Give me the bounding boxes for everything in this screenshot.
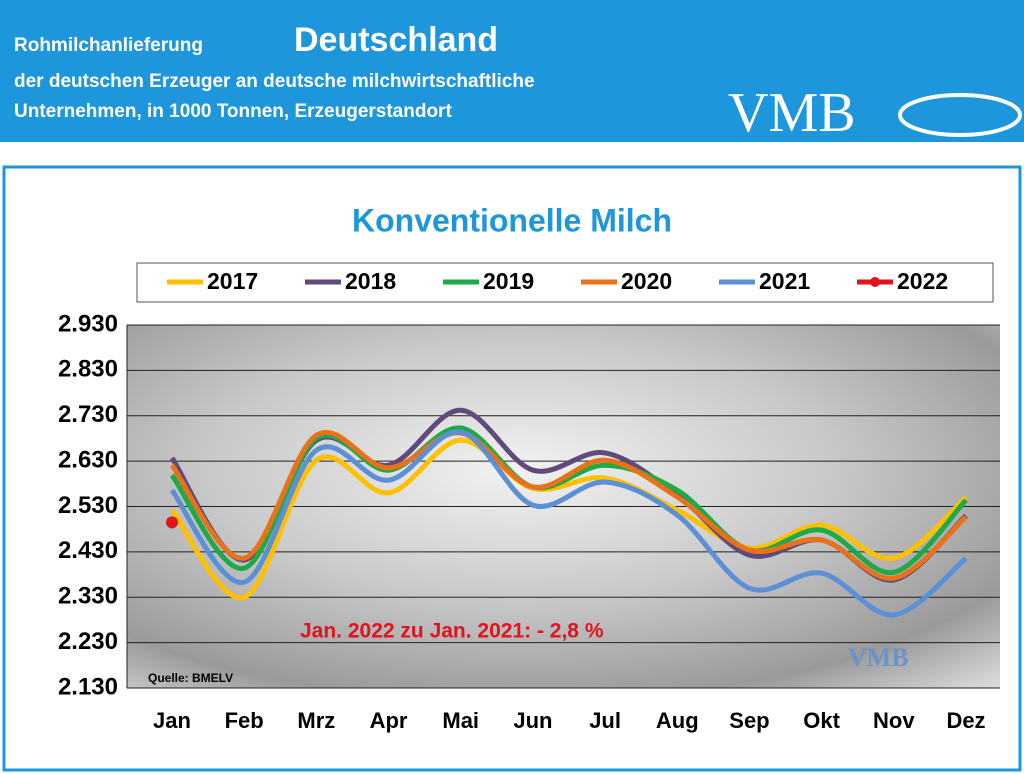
legend-label: 2018	[345, 268, 396, 294]
y-tick-label: 2.330	[58, 583, 118, 610]
watermark-logo: VMB	[848, 643, 909, 672]
series-line	[169, 430, 968, 581]
x-tick-label: Sep	[729, 708, 769, 733]
legend-marker	[870, 277, 880, 287]
header-title: Deutschland	[294, 21, 498, 59]
x-tick-label: Dez	[946, 708, 985, 733]
y-tick-label: 2.230	[58, 628, 118, 655]
x-tick-label: Apr	[370, 708, 408, 733]
y-tick-label: 2.930	[58, 310, 118, 337]
legend-box	[136, 262, 994, 303]
x-tick-label: Mrz	[297, 708, 335, 733]
y-tick-label: 2.430	[58, 537, 118, 564]
x-tick-label: Jan	[153, 708, 191, 733]
y-tick-label: 2.630	[58, 446, 118, 473]
y-tick-label: 2.130	[58, 673, 118, 700]
header-band	[0, 0, 1024, 142]
x-tick-label: Jun	[513, 708, 552, 733]
logo: VMB	[728, 82, 856, 144]
y-tick-label: 2.730	[58, 401, 118, 428]
legend-label: 2017	[207, 268, 258, 294]
x-tick-label: Mai	[442, 708, 479, 733]
x-tick-label: Feb	[225, 708, 264, 733]
chart-title: Konventionelle Milch	[352, 202, 672, 238]
legend-label: 2019	[483, 268, 534, 294]
point	[166, 516, 178, 529]
series-line	[169, 429, 968, 618]
source: Quelle: BMELV	[148, 671, 233, 685]
annotation: Jan. 2022 zu Jan. 2021: - 2,8 %	[300, 620, 604, 643]
legend-label: 2020	[621, 268, 672, 294]
legend-label: 2022	[897, 268, 948, 294]
legend-label: 2021	[759, 268, 810, 294]
logo-swoosh	[898, 93, 1022, 137]
header-line: Unternehmen, in 1000 Tonnen, Erzeugersta…	[14, 101, 452, 122]
y-tick-label: 2.530	[58, 492, 118, 519]
x-tick-label: Jul	[589, 708, 621, 733]
header-line: der deutschen Erzeuger an deutsche milch…	[14, 71, 535, 92]
header-label: Rohmilchanlieferung	[14, 35, 203, 56]
x-tick-label: Aug	[656, 708, 699, 733]
y-tick-label: 2.830	[58, 356, 118, 383]
x-tick-label: Okt	[803, 708, 840, 733]
x-tick-label: Nov	[873, 708, 915, 733]
